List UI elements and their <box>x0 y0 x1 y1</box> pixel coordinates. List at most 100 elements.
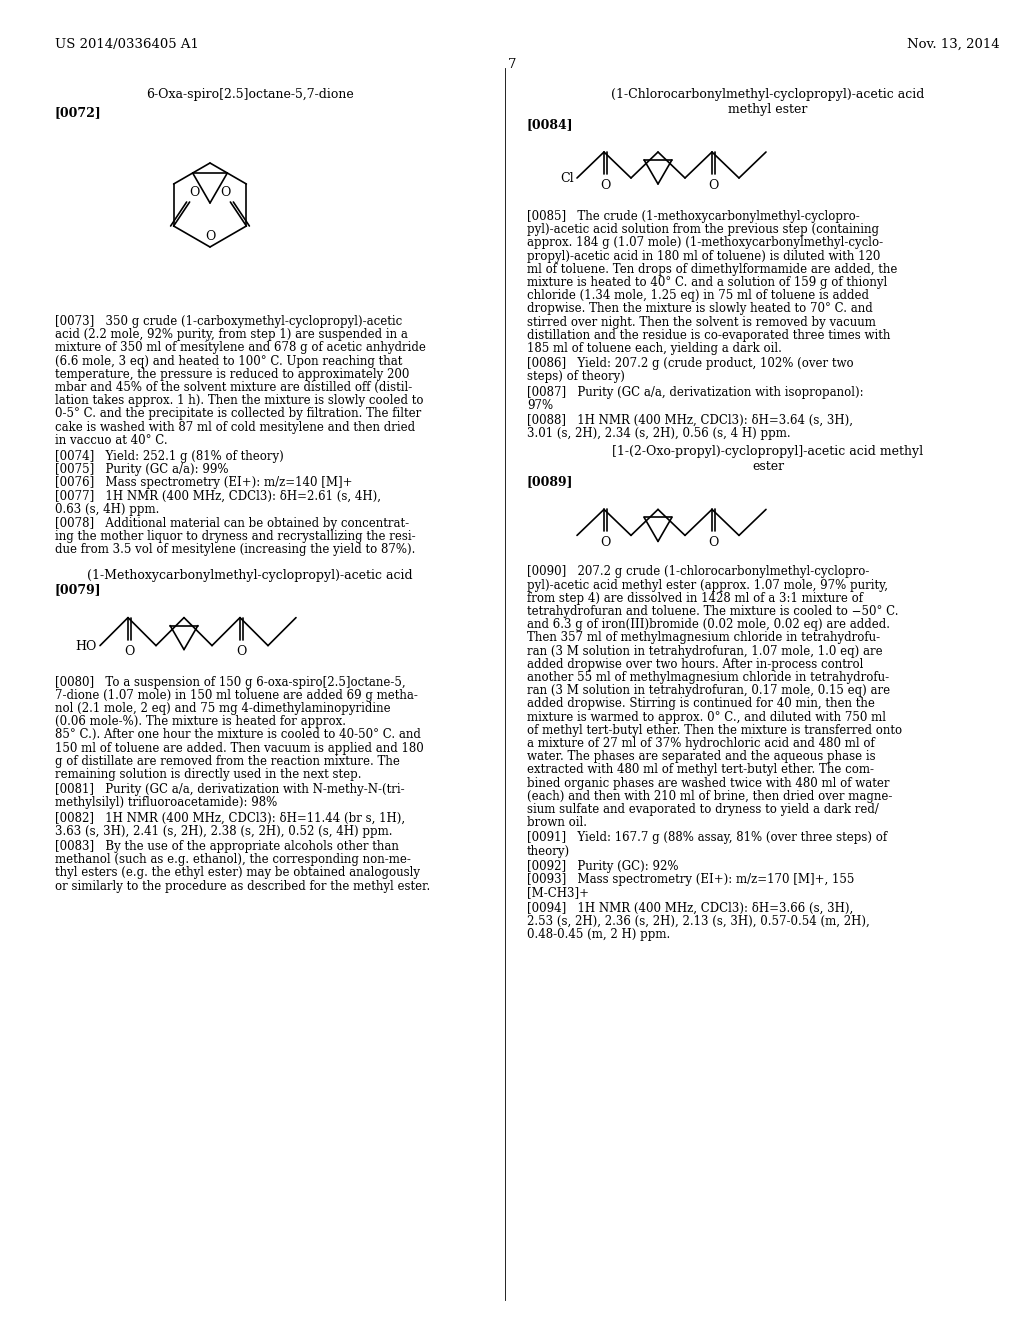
Text: O: O <box>205 230 215 243</box>
Text: ran (3 M solution in tetrahydrofuran, 0.17 mole, 0.15 eq) are: ran (3 M solution in tetrahydrofuran, 0.… <box>527 684 890 697</box>
Text: thyl esters (e.g. the ethyl ester) may be obtained analogously: thyl esters (e.g. the ethyl ester) may b… <box>55 866 420 879</box>
Text: nol (2.1 mole, 2 eq) and 75 mg 4-dimethylaminopyridine: nol (2.1 mole, 2 eq) and 75 mg 4-dimethy… <box>55 702 390 715</box>
Text: [0076]   Mass spectrometry (EI+): m/z=140 [M]+: [0076] Mass spectrometry (EI+): m/z=140 … <box>55 477 352 490</box>
Text: in vaccuo at 40° C.: in vaccuo at 40° C. <box>55 434 168 446</box>
Text: ing the mother liquor to dryness and recrystallizing the resi-: ing the mother liquor to dryness and rec… <box>55 531 416 544</box>
Text: sium sulfate and evaporated to dryness to yield a dark red/: sium sulfate and evaporated to dryness t… <box>527 803 879 816</box>
Text: O: O <box>124 644 135 657</box>
Text: [0083]   By the use of the appropriate alcohols other than: [0083] By the use of the appropriate alc… <box>55 840 399 853</box>
Text: brown oil.: brown oil. <box>527 816 587 829</box>
Text: due from 3.5 vol of mesitylene (increasing the yield to 87%).: due from 3.5 vol of mesitylene (increasi… <box>55 544 416 557</box>
Text: [0081]   Purity (GC a/a, derivatization with N-methy-N-(tri-: [0081] Purity (GC a/a, derivatization wi… <box>55 783 404 796</box>
Text: mixture is heated to 40° C. and a solution of 159 g of thionyl: mixture is heated to 40° C. and a soluti… <box>527 276 887 289</box>
Text: [0085]   The crude (1-methoxycarbonylmethyl-cyclopro-: [0085] The crude (1-methoxycarbonylmethy… <box>527 210 860 223</box>
Text: water. The phases are separated and the aqueous phase is: water. The phases are separated and the … <box>527 750 876 763</box>
Text: methanol (such as e.g. ethanol), the corresponding non-me-: methanol (such as e.g. ethanol), the cor… <box>55 853 411 866</box>
Text: (each) and then with 210 ml of brine, then dried over magne-: (each) and then with 210 ml of brine, th… <box>527 789 892 803</box>
Text: [0078]   Additional material can be obtained by concentrat-: [0078] Additional material can be obtain… <box>55 517 410 531</box>
Text: HO: HO <box>76 640 97 653</box>
Text: [0092]   Purity (GC): 92%: [0092] Purity (GC): 92% <box>527 859 679 873</box>
Text: [0082]   1H NMR (400 MHz, CDCl3): δH=11.44 (br s, 1H),: [0082] 1H NMR (400 MHz, CDCl3): δH=11.44… <box>55 812 406 825</box>
Text: [0074]   Yield: 252.1 g (81% of theory): [0074] Yield: 252.1 g (81% of theory) <box>55 450 284 463</box>
Text: [0084]: [0084] <box>527 117 573 131</box>
Text: a mixture of 27 ml of 37% hydrochloric acid and 480 ml of: a mixture of 27 ml of 37% hydrochloric a… <box>527 737 874 750</box>
Text: mixture of 350 ml of mesitylene and 678 g of acetic anhydride: mixture of 350 ml of mesitylene and 678 … <box>55 342 426 354</box>
Text: (0.06 mole-%). The mixture is heated for approx.: (0.06 mole-%). The mixture is heated for… <box>55 715 346 729</box>
Text: 185 ml of toluene each, yielding a dark oil.: 185 ml of toluene each, yielding a dark … <box>527 342 782 355</box>
Text: (1-Chlorocarbonylmethyl-cyclopropyl)-acetic acid: (1-Chlorocarbonylmethyl-cyclopropyl)-ace… <box>611 88 925 102</box>
Text: O: O <box>709 180 719 191</box>
Text: Then 357 ml of methylmagnesium chloride in tetrahydrofu-: Then 357 ml of methylmagnesium chloride … <box>527 631 880 644</box>
Text: ran (3 M solution in tetrahydrofuran, 1.07 mole, 1.0 eq) are: ran (3 M solution in tetrahydrofuran, 1.… <box>527 644 883 657</box>
Text: US 2014/0336405 A1: US 2014/0336405 A1 <box>55 38 199 51</box>
Text: dropwise. Then the mixture is slowly heated to 70° C. and: dropwise. Then the mixture is slowly hea… <box>527 302 872 315</box>
Text: lation takes approx. 1 h). Then the mixture is slowly cooled to: lation takes approx. 1 h). Then the mixt… <box>55 395 424 407</box>
Text: [1-(2-Oxo-propyl)-cyclopropyl]-acetic acid methyl: [1-(2-Oxo-propyl)-cyclopropyl]-acetic ac… <box>612 445 924 458</box>
Text: [0079]: [0079] <box>55 583 101 597</box>
Text: (1-Methoxycarbonylmethyl-cyclopropyl)-acetic acid: (1-Methoxycarbonylmethyl-cyclopropyl)-ac… <box>87 569 413 582</box>
Text: [0073]   350 g crude (1-carboxymethyl-cyclopropyl)-acetic: [0073] 350 g crude (1-carboxymethyl-cycl… <box>55 315 402 327</box>
Text: 6-Oxa-spiro[2.5]octane-5,7-dione: 6-Oxa-spiro[2.5]octane-5,7-dione <box>146 88 354 102</box>
Text: O: O <box>600 180 610 191</box>
Text: bined organic phases are washed twice with 480 ml of water: bined organic phases are washed twice wi… <box>527 776 890 789</box>
Text: methyl ester: methyl ester <box>728 103 808 116</box>
Text: added dropwise. Stirring is continued for 40 min, then the: added dropwise. Stirring is continued fo… <box>527 697 874 710</box>
Text: 3.63 (s, 3H), 2.41 (s, 2H), 2.38 (s, 2H), 0.52 (s, 4H) ppm.: 3.63 (s, 3H), 2.41 (s, 2H), 2.38 (s, 2H)… <box>55 825 392 838</box>
Text: added dropwise over two hours. After in-process control: added dropwise over two hours. After in-… <box>527 657 863 671</box>
Text: tetrahydrofuran and toluene. The mixture is cooled to −50° C.: tetrahydrofuran and toluene. The mixture… <box>527 605 898 618</box>
Text: 0-5° C. and the precipitate is collected by filtration. The filter: 0-5° C. and the precipitate is collected… <box>55 408 421 420</box>
Text: pyl)-acetic acid methyl ester (approx. 1.07 mole, 97% purity,: pyl)-acetic acid methyl ester (approx. 1… <box>527 578 888 591</box>
Text: acid (2.2 mole, 92% purity, from step 1) are suspended in a: acid (2.2 mole, 92% purity, from step 1)… <box>55 329 408 341</box>
Text: Cl: Cl <box>560 173 574 186</box>
Text: [0077]   1H NMR (400 MHz, CDCl3): δH=2.61 (s, 4H),: [0077] 1H NMR (400 MHz, CDCl3): δH=2.61 … <box>55 490 381 503</box>
Text: stirred over night. Then the solvent is removed by vacuum: stirred over night. Then the solvent is … <box>527 315 876 329</box>
Text: O: O <box>237 644 247 657</box>
Text: chloride (1.34 mole, 1.25 eq) in 75 ml of toluene is added: chloride (1.34 mole, 1.25 eq) in 75 ml o… <box>527 289 869 302</box>
Text: [0089]: [0089] <box>527 475 573 488</box>
Text: 0.48-0.45 (m, 2 H) ppm.: 0.48-0.45 (m, 2 H) ppm. <box>527 928 671 941</box>
Text: [0090]   207.2 g crude (1-chlorocarbonylmethyl-cyclopro-: [0090] 207.2 g crude (1-chlorocarbonylme… <box>527 565 869 578</box>
Text: steps) of theory): steps) of theory) <box>527 371 625 383</box>
Text: O: O <box>600 536 610 549</box>
Text: ester: ester <box>752 461 784 474</box>
Text: or similarly to the procedure as described for the methyl ester.: or similarly to the procedure as describ… <box>55 879 430 892</box>
Text: from step 4) are dissolved in 1428 ml of a 3:1 mixture of: from step 4) are dissolved in 1428 ml of… <box>527 591 863 605</box>
Text: Nov. 13, 2014: Nov. 13, 2014 <box>907 38 1000 51</box>
Text: 97%: 97% <box>527 399 553 412</box>
Text: [0094]   1H NMR (400 MHz, CDCl3): δH=3.66 (s, 3H),: [0094] 1H NMR (400 MHz, CDCl3): δH=3.66 … <box>527 902 853 915</box>
Text: O: O <box>220 186 230 199</box>
Text: [0088]   1H NMR (400 MHz, CDCl3): δH=3.64 (s, 3H),: [0088] 1H NMR (400 MHz, CDCl3): δH=3.64 … <box>527 414 853 426</box>
Text: 85° C.). After one hour the mixture is cooled to 40-50° C. and: 85° C.). After one hour the mixture is c… <box>55 729 421 742</box>
Text: [0080]   To a suspension of 150 g 6-oxa-spiro[2.5]octane-5,: [0080] To a suspension of 150 g 6-oxa-sp… <box>55 676 406 689</box>
Text: mixture is warmed to approx. 0° C., and diluted with 750 ml: mixture is warmed to approx. 0° C., and … <box>527 710 886 723</box>
Text: another 55 ml of methylmagnesium chloride in tetrahydrofu-: another 55 ml of methylmagnesium chlorid… <box>527 671 889 684</box>
Text: 7: 7 <box>508 58 516 71</box>
Text: 0.63 (s, 4H) ppm.: 0.63 (s, 4H) ppm. <box>55 503 160 516</box>
Text: temperature, the pressure is reduced to approximately 200: temperature, the pressure is reduced to … <box>55 368 410 380</box>
Text: O: O <box>709 536 719 549</box>
Text: approx. 184 g (1.07 mole) (1-methoxycarbonylmethyl-cyclo-: approx. 184 g (1.07 mole) (1-methoxycarb… <box>527 236 883 249</box>
Text: 7-dione (1.07 mole) in 150 ml toluene are added 69 g metha-: 7-dione (1.07 mole) in 150 ml toluene ar… <box>55 689 418 702</box>
Text: of methyl tert-butyl ether. Then the mixture is transferred onto: of methyl tert-butyl ether. Then the mix… <box>527 723 902 737</box>
Text: methylsilyl) trifluoroacetamide): 98%: methylsilyl) trifluoroacetamide): 98% <box>55 796 278 809</box>
Text: 150 ml of toluene are added. Then vacuum is applied and 180: 150 ml of toluene are added. Then vacuum… <box>55 742 424 755</box>
Text: 3.01 (s, 2H), 2.34 (s, 2H), 0.56 (s, 4 H) ppm.: 3.01 (s, 2H), 2.34 (s, 2H), 0.56 (s, 4 H… <box>527 428 791 440</box>
Text: [0087]   Purity (GC a/a, derivatization with isopropanol):: [0087] Purity (GC a/a, derivatization wi… <box>527 385 863 399</box>
Text: [0072]: [0072] <box>55 106 101 119</box>
Text: 2.53 (s, 2H), 2.36 (s, 2H), 2.13 (s, 3H), 0.57-0.54 (m, 2H),: 2.53 (s, 2H), 2.36 (s, 2H), 2.13 (s, 3H)… <box>527 915 869 928</box>
Text: [0075]   Purity (GC a/a): 99%: [0075] Purity (GC a/a): 99% <box>55 463 228 477</box>
Text: ml of toluene. Ten drops of dimethylformamide are added, the: ml of toluene. Ten drops of dimethylform… <box>527 263 897 276</box>
Text: [0093]   Mass spectrometry (EI+): m/z=170 [M]+, 155: [0093] Mass spectrometry (EI+): m/z=170 … <box>527 873 854 886</box>
Text: (6.6 mole, 3 eq) and heated to 100° C. Upon reaching that: (6.6 mole, 3 eq) and heated to 100° C. U… <box>55 355 402 367</box>
Text: O: O <box>189 186 200 199</box>
Text: [0091]   Yield: 167.7 g (88% assay, 81% (over three steps) of: [0091] Yield: 167.7 g (88% assay, 81% (o… <box>527 832 887 845</box>
Text: mbar and 45% of the solvent mixture are distilled off (distil-: mbar and 45% of the solvent mixture are … <box>55 381 413 393</box>
Text: and 6.3 g of iron(III)bromide (0.02 mole, 0.02 eq) are added.: and 6.3 g of iron(III)bromide (0.02 mole… <box>527 618 890 631</box>
Text: distillation and the residue is co-evaporated three times with: distillation and the residue is co-evapo… <box>527 329 891 342</box>
Text: g of distillate are removed from the reaction mixture. The: g of distillate are removed from the rea… <box>55 755 400 768</box>
Text: cake is washed with 87 ml of cold mesitylene and then dried: cake is washed with 87 ml of cold mesity… <box>55 421 415 433</box>
Text: extracted with 480 ml of methyl tert-butyl ether. The com-: extracted with 480 ml of methyl tert-but… <box>527 763 874 776</box>
Text: [M-CH3]+: [M-CH3]+ <box>527 886 589 899</box>
Text: [0086]   Yield: 207.2 g (crude product, 102% (over two: [0086] Yield: 207.2 g (crude product, 10… <box>527 358 854 370</box>
Text: theory): theory) <box>527 845 570 858</box>
